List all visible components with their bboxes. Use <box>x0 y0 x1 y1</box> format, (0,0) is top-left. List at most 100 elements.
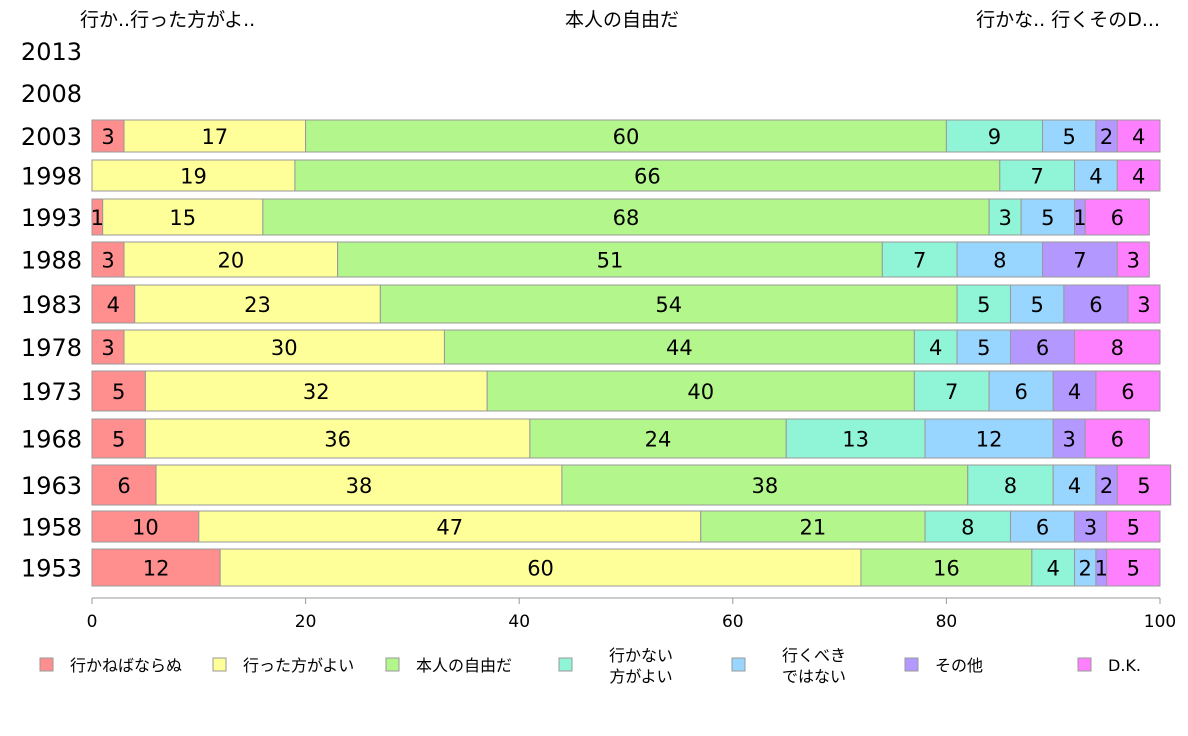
legend-swatch-3 <box>385 657 400 672</box>
data-label-1973-6: 4 <box>1068 380 1081 404</box>
bar-segment-1978-5 <box>956 329 1011 365</box>
legend-label-7: D.K. <box>1108 656 1141 675</box>
bar-segment-1953-7 <box>1106 548 1161 587</box>
x-tick-label-100: 100 <box>1144 612 1176 632</box>
bar-segment-1968-7 <box>1084 418 1150 459</box>
bar-segment-1953-4 <box>1031 548 1076 587</box>
bar-segment-1978-1 <box>91 329 125 365</box>
bar-segment-1983-7 <box>1127 284 1161 324</box>
data-label-1963-6: 2 <box>1100 474 1113 498</box>
top-labels: 行か..行った方がよ.. 本人の自由だ 行かな.. 行くそのD... <box>80 9 1160 31</box>
data-label-1993-7: 6 <box>1111 206 1124 230</box>
bar-segment-2003-1 <box>91 119 125 153</box>
bar-row-1963: 6 38 38 8 4 2 5 <box>91 464 1172 506</box>
bar-row-1988: 3 20 51 7 8 7 3 <box>91 241 1150 278</box>
data-label-1998-7: 4 <box>1132 165 1145 189</box>
bar-segment-1958-7 <box>1106 510 1161 543</box>
data-label-1953-4: 4 <box>1047 557 1060 581</box>
data-label-2003-6: 2 <box>1100 125 1113 149</box>
data-label-1983-6: 6 <box>1089 293 1102 317</box>
bar-segment-1953-1 <box>91 548 221 587</box>
x-tick-label-20: 20 <box>295 612 317 632</box>
bar-segment-1973-2 <box>144 370 488 412</box>
year-label-1988: 1988 <box>21 247 82 275</box>
top-label-center: 本人の自由だ <box>565 9 679 31</box>
data-label-1988-5: 8 <box>993 249 1006 273</box>
bar-segment-1973-3 <box>486 370 915 412</box>
data-label-1993-3: 68 <box>613 206 640 230</box>
year-label-2003: 2003 <box>21 123 82 151</box>
bar-row-1983: 4 23 54 5 5 6 3 <box>91 284 1161 324</box>
data-label-1973-5: 6 <box>1014 380 1027 404</box>
legend-item-3: 本人の自由だ <box>385 656 512 675</box>
bar-segment-1983-6 <box>1063 284 1129 324</box>
bar-segment-1963-4 <box>967 464 1054 506</box>
bar-segment-1993-7 <box>1084 198 1150 236</box>
legend-item-1: 行かねばならぬ <box>39 656 182 675</box>
data-label-2003-3: 60 <box>613 125 640 149</box>
bar-row-1978: 3 30 44 4 5 6 8 <box>91 329 1161 365</box>
data-label-1988-4: 7 <box>913 249 926 273</box>
legend-label-5-line-1: 行くべき <box>782 646 846 665</box>
legend-item-7: D.K. <box>1077 656 1141 675</box>
year-label-2013: 2013 <box>21 38 82 66</box>
year-label-2008: 2008 <box>21 80 82 108</box>
data-label-1978-6: 6 <box>1036 336 1049 360</box>
bar-segment-1963-2 <box>155 464 563 506</box>
bar-segment-1998-7 <box>1116 159 1161 192</box>
year-label-1963: 1963 <box>21 472 82 500</box>
x-tick-label-80: 80 <box>936 612 958 632</box>
bar-segment-1983-2 <box>134 284 381 324</box>
top-label-left: 行か..行った方がよ.. <box>80 9 255 31</box>
data-label-1968-7: 6 <box>1111 428 1124 452</box>
bar-segment-1983-3 <box>379 284 958 324</box>
data-label-1963-7: 5 <box>1137 474 1150 498</box>
data-label-1978-3: 44 <box>666 336 693 360</box>
bar-segment-2003-2 <box>123 119 307 153</box>
bar-segment-1988-3 <box>337 241 883 278</box>
data-label-1958-3: 21 <box>800 516 827 540</box>
data-label-1993-6: 1 <box>1073 206 1086 230</box>
data-label-1988-3: 51 <box>597 249 624 273</box>
legend-item-2: 行った方がよい <box>212 656 354 675</box>
data-label-1958-5: 6 <box>1036 516 1049 540</box>
data-label-1983-5: 5 <box>1030 293 1043 317</box>
data-label-1998-5: 4 <box>1089 165 1102 189</box>
bar-segment-1993-2 <box>102 198 264 236</box>
data-label-2003-4: 9 <box>988 125 1001 149</box>
data-label-1963-5: 4 <box>1068 474 1081 498</box>
data-label-1958-2: 47 <box>436 516 463 540</box>
data-label-1988-7: 3 <box>1127 249 1140 273</box>
data-label-1998-3: 66 <box>634 165 661 189</box>
bar-segment-1988-7 <box>1116 241 1150 278</box>
data-label-2003-5: 5 <box>1063 125 1076 149</box>
bar-segment-1988-6 <box>1042 241 1118 278</box>
data-label-1963-2: 38 <box>346 474 373 498</box>
x-tick-label-40: 40 <box>508 612 530 632</box>
data-label-1978-2: 30 <box>271 336 298 360</box>
bar-segment-1978-2 <box>123 329 445 365</box>
data-label-1973-7: 6 <box>1121 380 1134 404</box>
data-label-2003-1: 3 <box>101 125 114 149</box>
data-label-1963-3: 38 <box>751 474 778 498</box>
bar-segment-1968-3 <box>529 418 787 459</box>
legend-item-6: その他 <box>904 656 983 675</box>
legend-label-6: その他 <box>935 656 983 675</box>
x-axis: 0 20 40 60 80 100 <box>87 597 1176 632</box>
bar-segment-1978-7 <box>1074 329 1161 365</box>
data-label-1978-4: 4 <box>929 336 942 360</box>
data-label-1998-2: 19 <box>180 165 207 189</box>
bar-segment-1963-1 <box>91 464 157 506</box>
year-label-1993: 1993 <box>21 204 82 232</box>
data-label-1993-5: 5 <box>1041 206 1054 230</box>
data-label-1968-3: 24 <box>645 428 672 452</box>
year-label-1978: 1978 <box>21 334 82 362</box>
bar-segment-2003-3 <box>305 119 947 153</box>
data-label-1968-5: 12 <box>976 428 1003 452</box>
data-label-1983-4: 5 <box>977 293 990 317</box>
legend-swatch-4 <box>558 657 573 672</box>
bar-segment-1963-5 <box>1052 464 1097 506</box>
data-label-2003-2: 17 <box>201 125 228 149</box>
legend-label-5-line-2: ではない <box>782 667 846 686</box>
